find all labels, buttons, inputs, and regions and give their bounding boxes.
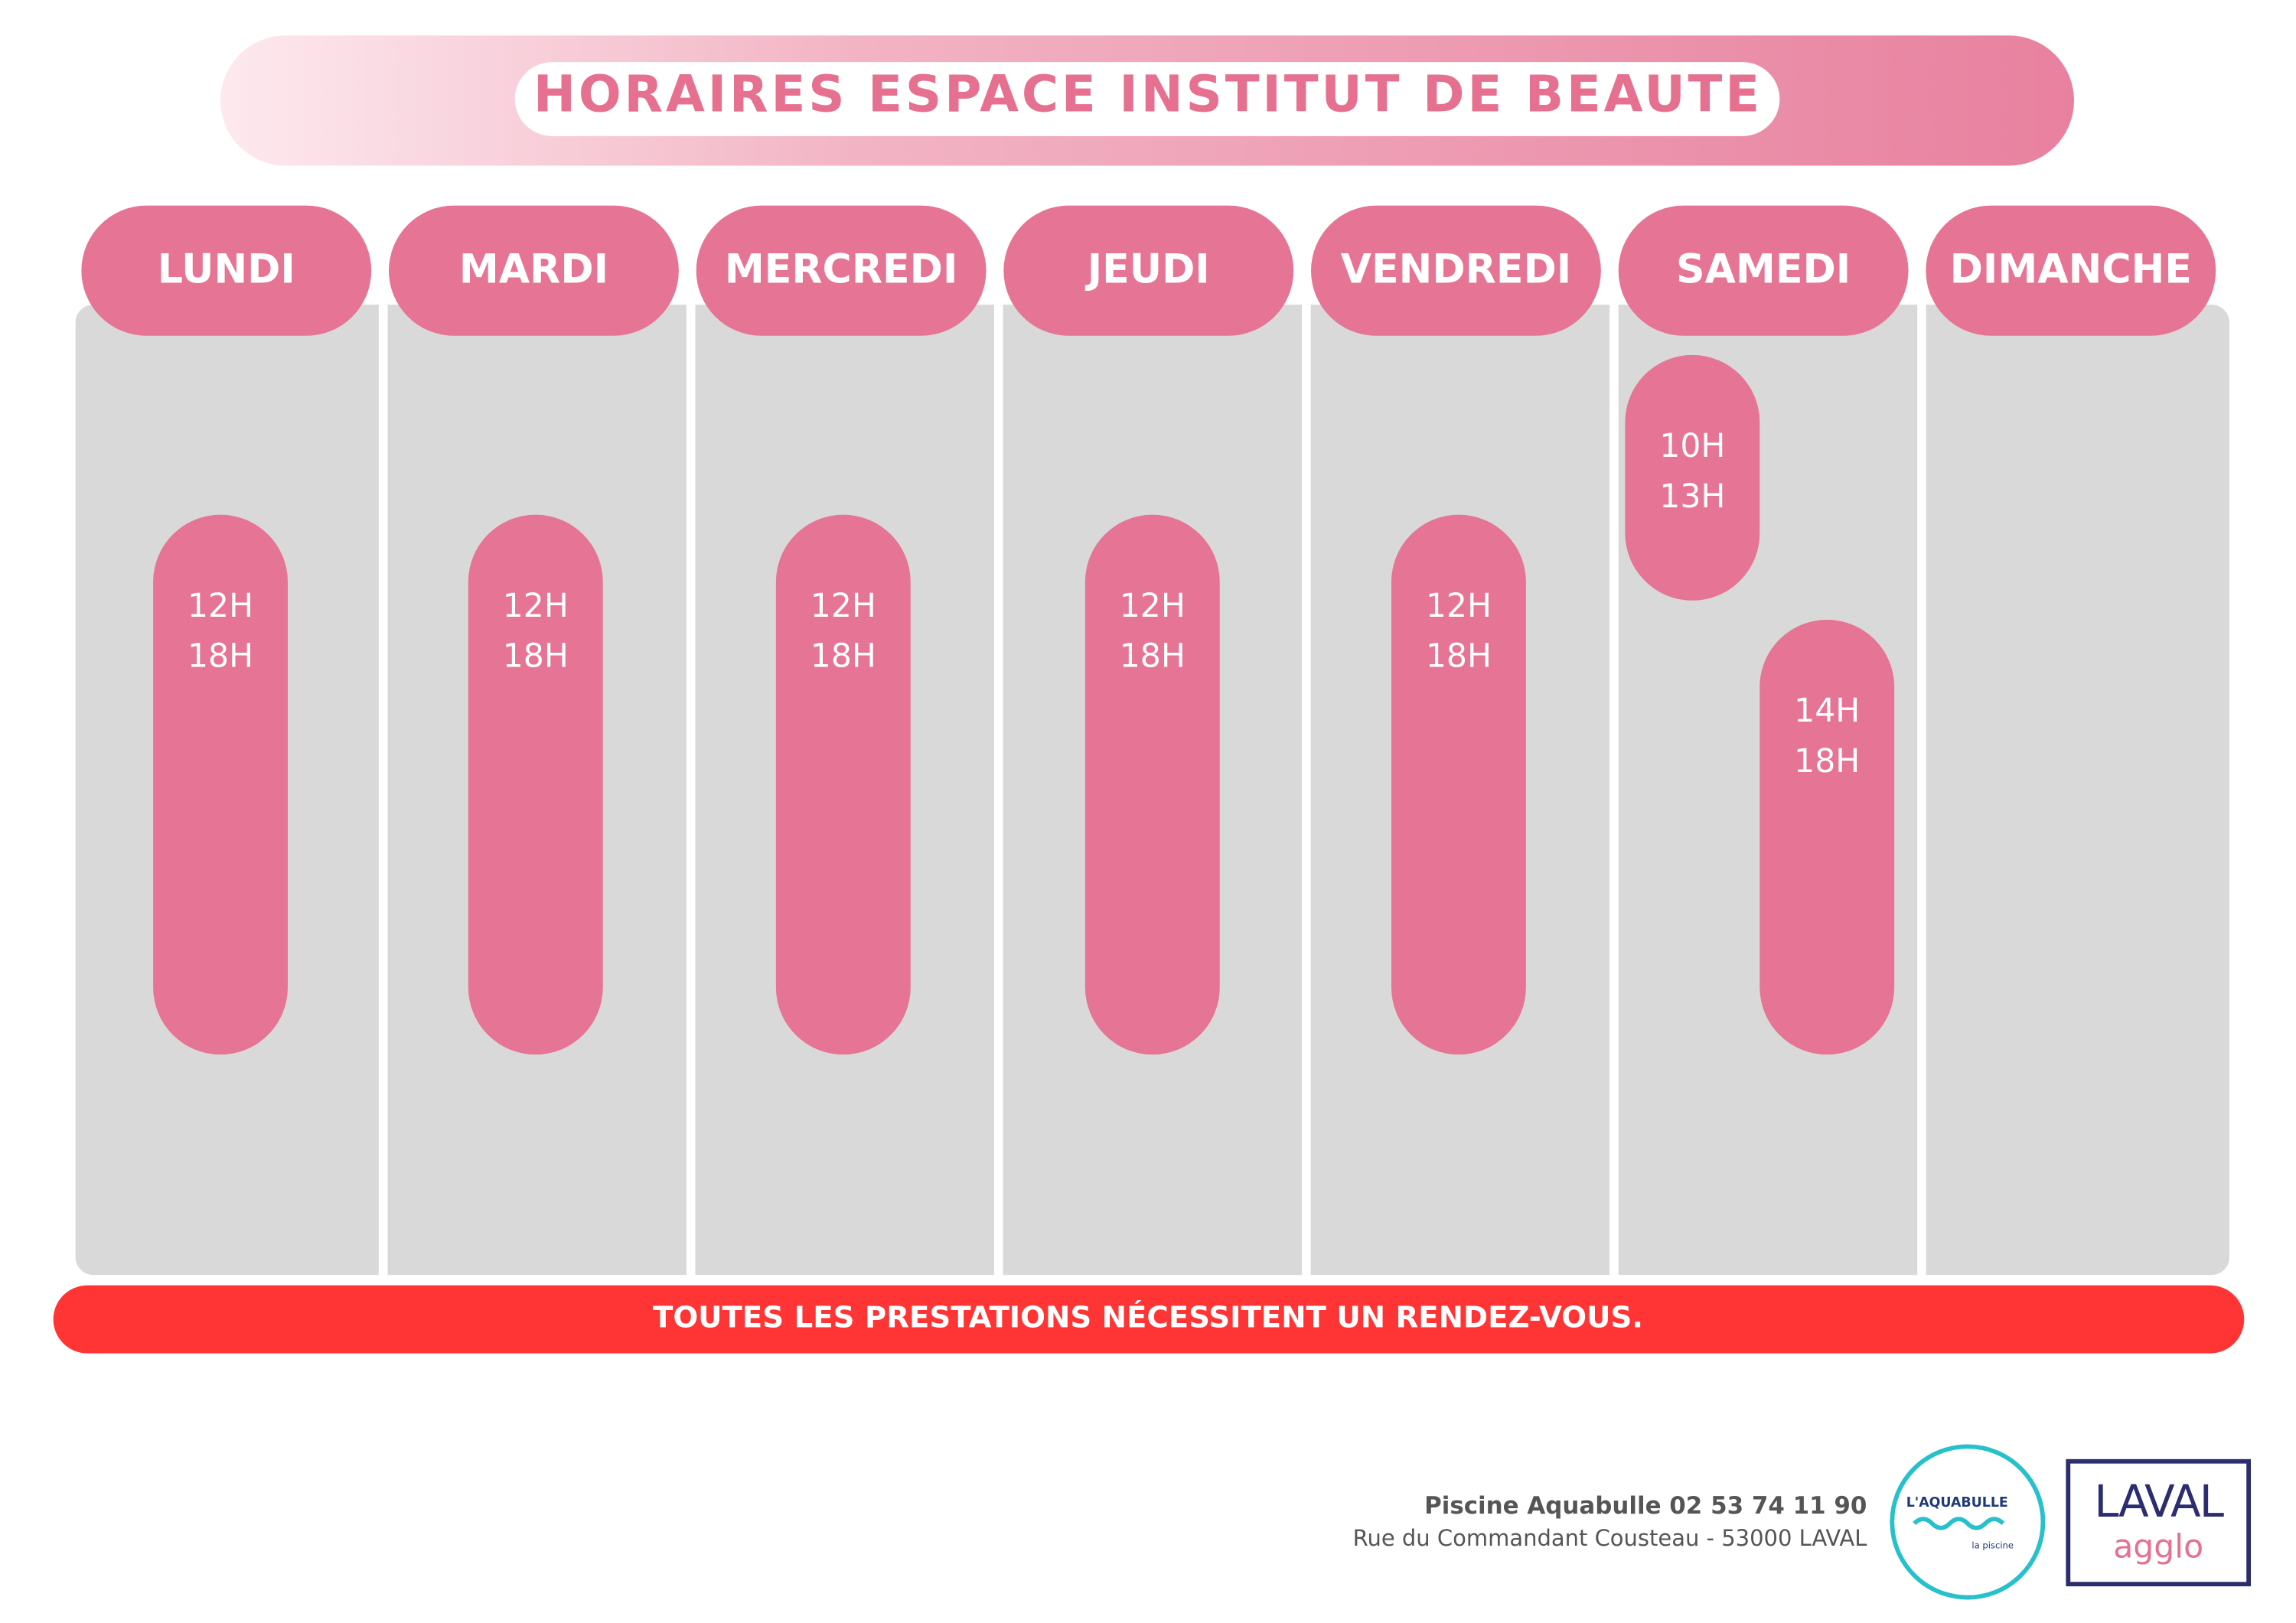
day-name: DIMANCHE <box>1950 247 2192 293</box>
column-divider <box>378 305 388 1276</box>
slot-start: 14H <box>1794 693 1860 730</box>
slot-start: 12H <box>188 588 253 625</box>
slot-start: 12H <box>810 588 876 625</box>
slot <box>1084 514 1220 1055</box>
notice: TOUTES LES PRESTATIONS NÉCESSITENT UN RE… <box>653 1299 1643 1335</box>
slot-end: 18H <box>188 638 253 676</box>
slot-end: 18H <box>1794 743 1860 781</box>
day-pill <box>81 205 372 336</box>
column-divider <box>1609 305 1619 1276</box>
slot <box>1760 619 1895 1055</box>
laval-name: LAVAL <box>2094 1475 2223 1527</box>
slot <box>1625 354 1760 601</box>
day-pill <box>1311 205 1601 336</box>
day-name: MERCREDI <box>725 247 958 293</box>
day-pill <box>1003 205 1294 336</box>
slot <box>468 514 603 1055</box>
column-divider <box>1302 305 1311 1276</box>
slot-end: 18H <box>1426 638 1492 676</box>
column-divider <box>993 305 1003 1276</box>
day-name: LUNDI <box>158 247 295 293</box>
day-name: MARDI <box>459 247 608 293</box>
day-name: JEUDI <box>1085 247 1210 293</box>
slot-end: 18H <box>503 638 569 676</box>
slot-start: 12H <box>1120 588 1186 625</box>
day-name: SAMEDI <box>1676 247 1851 293</box>
day-pill <box>696 205 987 336</box>
footer-line1: Piscine Aquabulle 02 53 74 11 90 <box>1424 1492 1867 1520</box>
title: HORAIRES ESPACE INSTITUT DE BEAUTE <box>533 66 1763 124</box>
day-pill <box>389 205 679 336</box>
title-pill <box>514 62 1780 136</box>
aquabulle-name: L'AQUABULLE <box>1906 1495 2008 1511</box>
footer-line2: Rue du Commandant Cousteau - 53000 LAVAL <box>1353 1525 1867 1551</box>
column-divider <box>686 305 696 1276</box>
slot <box>775 514 911 1055</box>
laval-sub: agglo <box>2113 1528 2203 1566</box>
aquabulle-sub: la piscine <box>1971 1540 2014 1550</box>
slot-end: 13H <box>1659 478 1725 516</box>
column-divider <box>1917 305 1926 1276</box>
slot-end: 18H <box>810 638 876 676</box>
slot-start: 12H <box>1426 588 1492 625</box>
laval-logo <box>2066 1458 2251 1587</box>
day-pill <box>1926 205 2216 336</box>
slot-start: 12H <box>503 588 569 625</box>
slot <box>153 514 289 1055</box>
day-pill <box>1618 205 1909 336</box>
slot <box>1391 514 1526 1055</box>
slot-end: 18H <box>1120 638 1186 676</box>
slot-start: 10H <box>1659 428 1725 465</box>
day-name: VENDREDI <box>1341 247 1572 293</box>
notice-bar <box>53 1285 2245 1354</box>
wave <box>1913 1517 2005 1530</box>
